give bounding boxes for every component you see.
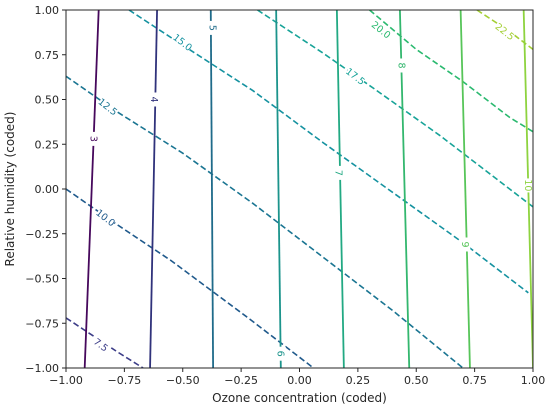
x-tick-label: 1.00	[521, 374, 546, 387]
contour-label-mask	[89, 131, 100, 146]
contour-label-mask	[523, 178, 534, 193]
y-tick-label: −0.75	[25, 317, 59, 330]
x-tick-label: 0.25	[346, 374, 371, 387]
x-axis-title: Ozone concentration (coded)	[212, 391, 387, 405]
y-tick-label: 0.50	[35, 94, 60, 107]
x-axis: −1.00 −0.75 −0.50 −0.25 0.00 0.25 0.50 0.75 1.00	[49, 368, 545, 387]
contour-label-mask	[397, 58, 408, 73]
solid-contour-label: 10	[522, 179, 533, 191]
y-tick-label: −0.25	[25, 228, 59, 241]
contour-label-mask	[343, 65, 368, 88]
y-tick-label: 0.00	[35, 183, 60, 196]
y-axis-title: Relative humidity (coded)	[3, 112, 17, 267]
contour-label-mask	[460, 237, 471, 252]
x-tick-label: −0.50	[166, 374, 200, 387]
y-axis: −1.00 −0.75 −0.50 −0.25 0.00 0.25 0.50 0.75 1.00	[25, 4, 66, 375]
solid-contour-7	[335, 10, 345, 368]
contour-label-mask	[369, 18, 393, 41]
solid-contour-label: 8	[396, 62, 407, 68]
x-tick-label: 0.50	[404, 374, 429, 387]
contour-label-mask	[275, 346, 286, 361]
dashed-contour-17-5	[257, 10, 533, 208]
solid-contour-6	[275, 10, 282, 368]
contour-label-mask	[94, 206, 118, 229]
dashed-contour-7-5	[66, 317, 144, 368]
solid-contour-label: 4	[148, 96, 159, 102]
solid-contour-label: 5	[207, 25, 218, 31]
contour-label-mask	[171, 31, 195, 54]
contour-label-mask	[96, 95, 120, 118]
x-tick-label: 0.75	[462, 374, 487, 387]
contour-label-mask	[334, 165, 345, 180]
solid-contour-9	[459, 10, 471, 368]
y-tick-label: −0.50	[25, 273, 59, 286]
y-tick-label: 0.75	[35, 49, 60, 62]
solid-contour-3	[83, 10, 100, 368]
y-tick-label: 0.25	[35, 138, 60, 151]
x-tick-label: −0.25	[224, 374, 258, 387]
x-tick-label: −1.00	[49, 374, 83, 387]
solid-contour-label: 3	[88, 136, 99, 142]
contour-label-mask	[493, 20, 517, 43]
y-tick-label: −1.00	[25, 362, 59, 375]
y-tick-label: 1.00	[35, 4, 60, 17]
solid-contour-label: 6	[274, 351, 285, 357]
solid-contour-5	[209, 10, 215, 368]
solid-contour-label: 7	[333, 170, 344, 176]
contour-label-mask	[208, 20, 219, 35]
dashed-contour-12-5	[66, 75, 464, 368]
x-tick-label: 0.00	[287, 374, 312, 387]
x-tick-label: −0.75	[108, 374, 142, 387]
contour-label-mask	[149, 92, 160, 107]
solid-contour-label: 9	[459, 241, 470, 247]
solid-contour-4	[149, 10, 158, 368]
contour-label-mask	[89, 333, 113, 356]
